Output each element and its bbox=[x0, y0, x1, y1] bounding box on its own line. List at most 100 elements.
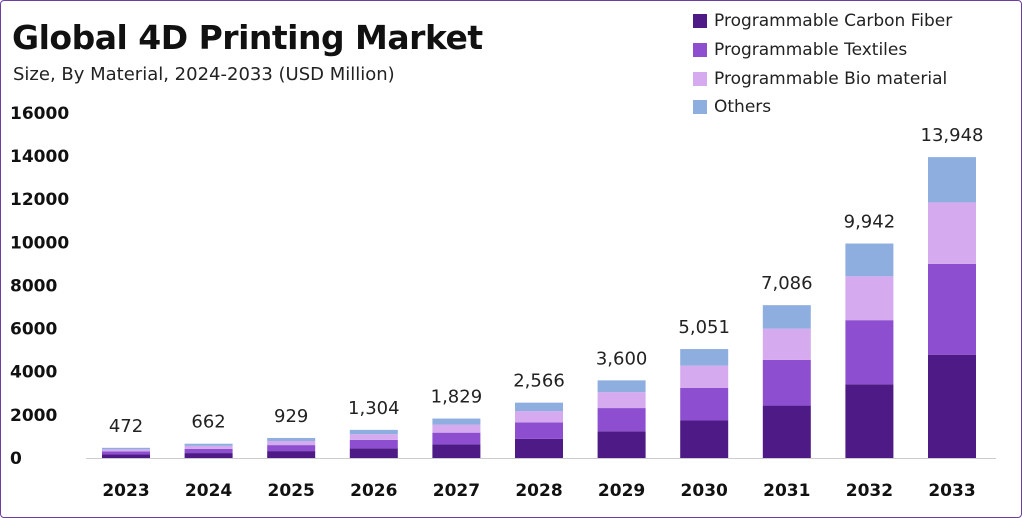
bar-stack-2023 bbox=[102, 447, 150, 458]
y-tick-label: 14000 bbox=[10, 147, 69, 167]
bar-segment bbox=[845, 320, 894, 385]
legend-item-bio-material: Programmable Bio material bbox=[693, 64, 952, 93]
legend: Programmable Carbon Fiber Programmable T… bbox=[693, 7, 952, 122]
bar-segment bbox=[515, 422, 563, 439]
bar-segment bbox=[267, 437, 316, 442]
total-label: 3,600 bbox=[596, 348, 648, 369]
bar-stack-2032 bbox=[845, 243, 894, 458]
x-tick-label: 2030 bbox=[681, 481, 728, 501]
bar-segment bbox=[102, 451, 150, 455]
total-label: 5,051 bbox=[678, 317, 730, 338]
bar-segment bbox=[928, 263, 976, 355]
x-tick-label: 2024 bbox=[185, 481, 232, 501]
total-label: 472 bbox=[109, 416, 143, 437]
bar-stacks bbox=[102, 157, 976, 458]
bar-segment bbox=[928, 354, 976, 458]
bar-segment bbox=[762, 359, 811, 406]
bar-segment bbox=[597, 431, 646, 458]
bar-stack-2033 bbox=[928, 157, 976, 458]
bar-stack-2031 bbox=[762, 305, 811, 458]
x-tick-label: 2029 bbox=[598, 481, 645, 501]
bar-segment bbox=[597, 408, 646, 432]
y-tick-label: 8000 bbox=[10, 276, 57, 296]
bar-stack-2027 bbox=[432, 418, 481, 458]
total-label: 929 bbox=[274, 406, 308, 427]
x-tick-label: 2023 bbox=[102, 481, 149, 501]
bar-segment bbox=[184, 453, 233, 458]
bar-stack-2024 bbox=[184, 443, 233, 458]
x-tick-label: 2031 bbox=[763, 481, 810, 501]
bar-segment bbox=[680, 420, 729, 458]
x-tick-label: 2033 bbox=[928, 481, 975, 501]
legend-label-textiles: Programmable Textiles bbox=[714, 40, 908, 61]
bar-segment bbox=[432, 418, 481, 425]
bar-segment bbox=[432, 444, 481, 458]
bar-segment bbox=[597, 392, 646, 409]
total-label: 1,829 bbox=[431, 387, 483, 408]
total-label: 662 bbox=[191, 412, 225, 433]
bar-segment bbox=[515, 402, 563, 412]
bar-segment bbox=[845, 243, 894, 277]
bar-segment bbox=[762, 405, 811, 458]
bar-segment bbox=[432, 424, 481, 433]
x-tick-label: 2028 bbox=[515, 481, 562, 501]
bar-segment bbox=[102, 449, 150, 452]
y-tick-label: 12000 bbox=[10, 190, 69, 210]
bar-stack-2028 bbox=[515, 402, 563, 458]
legend-swatch-carbon-fiber bbox=[693, 14, 707, 29]
bar-stack-2025 bbox=[267, 437, 316, 458]
bar-segment bbox=[349, 448, 398, 458]
bar-stack-2026 bbox=[349, 429, 398, 458]
bar-segment bbox=[597, 380, 646, 393]
bar-segment bbox=[515, 438, 563, 458]
bar-segment bbox=[267, 445, 316, 452]
bar-segment bbox=[349, 439, 398, 449]
bar-segment bbox=[762, 305, 811, 329]
bar-stack-2029 bbox=[597, 380, 646, 458]
x-tick-label: 2027 bbox=[433, 481, 480, 501]
bar-segment bbox=[102, 454, 150, 458]
bar-segment bbox=[267, 441, 316, 446]
total-label: 1,304 bbox=[348, 398, 400, 419]
y-tick-label: 2000 bbox=[10, 406, 57, 426]
bar-stack-2030 bbox=[680, 349, 729, 458]
legend-label-carbon-fiber: Programmable Carbon Fiber bbox=[714, 11, 953, 32]
bar-segment bbox=[928, 202, 976, 264]
bar-segment bbox=[680, 349, 729, 366]
x-axis: 2023 2024 2025 2026 2027 2028 2029 2030 2031 2032… bbox=[102, 481, 975, 501]
bar-segment bbox=[680, 388, 729, 421]
legend-label-others: Others bbox=[714, 97, 772, 118]
y-tick-label: 6000 bbox=[10, 320, 57, 340]
total-label: 7,086 bbox=[761, 273, 813, 294]
legend-item-textiles: Programmable Textiles bbox=[693, 36, 952, 65]
bar-segment bbox=[349, 429, 398, 435]
bar-segment bbox=[515, 411, 563, 423]
legend-label-bio-material: Programmable Bio material bbox=[714, 68, 948, 89]
bar-segment bbox=[680, 365, 729, 389]
legend-swatch-others bbox=[693, 100, 707, 115]
bar-segment bbox=[845, 276, 894, 321]
chart-subtitle: Size, By Material, 2024-2033 (USD Millio… bbox=[13, 64, 395, 85]
bar-segment bbox=[267, 451, 316, 458]
bar-segment bbox=[349, 434, 398, 440]
x-tick-label: 2026 bbox=[350, 481, 397, 501]
bar-segment bbox=[762, 328, 811, 360]
x-tick-label: 2025 bbox=[268, 481, 315, 501]
y-tick-label: 16000 bbox=[10, 104, 69, 124]
bar-segment bbox=[184, 443, 233, 446]
bar-segment bbox=[845, 384, 894, 458]
y-tick-label: 0 bbox=[10, 449, 22, 469]
y-axis: 0 2000 4000 6000 8000 10000 12000 14000 16000 bbox=[10, 104, 69, 469]
total-label: 9,942 bbox=[844, 212, 896, 233]
legend-item-carbon-fiber: Programmable Carbon Fiber bbox=[693, 7, 952, 36]
bar-segment bbox=[184, 448, 233, 454]
bar-segment bbox=[928, 157, 976, 203]
legend-swatch-textiles bbox=[693, 43, 707, 58]
total-label: 2,566 bbox=[513, 371, 565, 392]
total-label: 13,948 bbox=[921, 125, 984, 146]
bar-segment bbox=[184, 445, 233, 449]
y-tick-label: 4000 bbox=[10, 363, 57, 383]
total-labels: 472 662 929 1,304 1,829 2,566 3,600 5,051 7,086 9… bbox=[109, 125, 984, 437]
x-tick-label: 2032 bbox=[846, 481, 893, 501]
